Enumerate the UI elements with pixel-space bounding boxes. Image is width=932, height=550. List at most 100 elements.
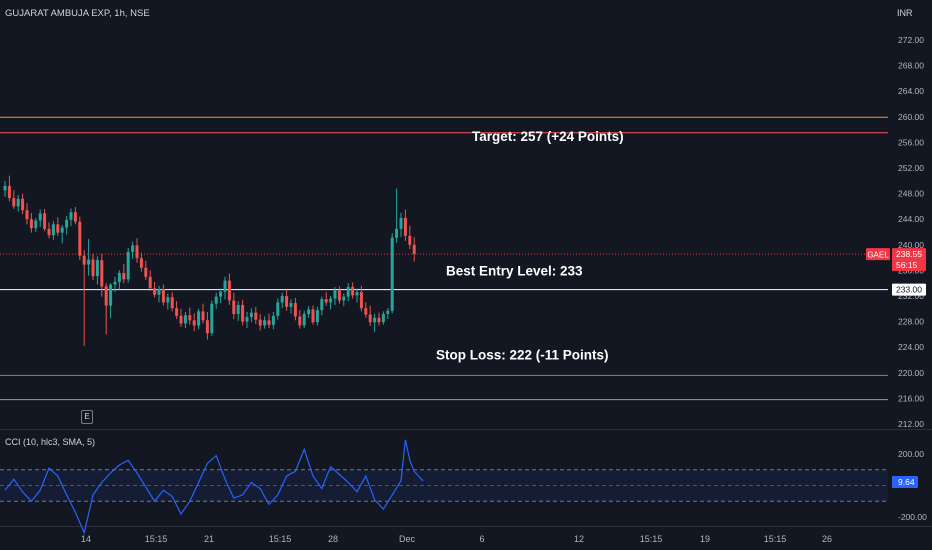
candle[interactable] [337, 286, 341, 304]
candle[interactable] [43, 208, 47, 232]
candle[interactable] [139, 252, 143, 272]
candle[interactable] [104, 283, 108, 335]
cci-line[interactable] [4, 439, 424, 535]
candle[interactable] [126, 248, 130, 283]
candle[interactable] [210, 300, 214, 336]
symbol-title[interactable]: GUJARAT AMBUJA EXP, 1h, NSE [5, 8, 150, 19]
candle[interactable] [263, 316, 267, 329]
candle[interactable] [381, 311, 385, 325]
candle[interactable] [34, 217, 38, 232]
candle[interactable] [148, 270, 152, 291]
candle[interactable] [91, 253, 95, 280]
candle[interactable] [333, 287, 337, 305]
candle[interactable] [364, 302, 368, 318]
candle[interactable] [51, 221, 55, 240]
candle[interactable] [100, 253, 104, 297]
candle[interactable] [131, 241, 135, 259]
candle[interactable] [346, 283, 350, 302]
candle[interactable] [377, 312, 381, 326]
candle[interactable] [320, 296, 324, 316]
candle[interactable] [95, 256, 99, 285]
candle[interactable] [241, 299, 245, 326]
candle[interactable] [351, 282, 355, 299]
candle[interactable] [7, 175, 11, 202]
candle[interactable] [65, 216, 69, 235]
candle[interactable] [412, 237, 416, 262]
candle[interactable] [175, 301, 179, 320]
candle[interactable] [3, 180, 7, 197]
candle[interactable] [258, 313, 262, 331]
candle[interactable] [179, 308, 183, 327]
candle[interactable] [82, 249, 86, 346]
candle[interactable] [135, 238, 139, 263]
candle[interactable] [232, 292, 236, 320]
candle[interactable] [29, 212, 33, 233]
candle[interactable] [368, 305, 372, 327]
candle[interactable] [192, 313, 196, 332]
candle[interactable] [271, 312, 275, 330]
candle[interactable] [307, 306, 311, 318]
candle[interactable] [205, 312, 209, 340]
candle[interactable] [324, 292, 328, 306]
stop-annotation[interactable]: Stop Loss: 222 (-11 Points) [436, 347, 609, 362]
candle[interactable] [166, 293, 170, 310]
cci-value-tag[interactable] [892, 475, 918, 488]
candle[interactable] [122, 264, 126, 284]
candle[interactable] [214, 292, 218, 309]
symbol-tag[interactable] [866, 248, 890, 261]
candle[interactable] [254, 306, 258, 325]
last-price-tag[interactable] [892, 248, 926, 272]
candle[interactable] [197, 308, 201, 330]
candle[interactable] [236, 301, 240, 321]
candle[interactable] [73, 207, 77, 225]
earnings-event-marker[interactable]: E [81, 410, 93, 424]
candle[interactable] [289, 299, 293, 314]
candle[interactable] [227, 273, 231, 305]
candle[interactable] [109, 283, 113, 319]
candle[interactable] [56, 217, 60, 236]
candle[interactable] [359, 285, 363, 312]
candle[interactable] [188, 307, 192, 325]
candle[interactable] [280, 292, 284, 309]
candle[interactable] [60, 224, 64, 244]
candle[interactable] [87, 239, 91, 276]
candle[interactable] [399, 212, 403, 238]
candle[interactable] [285, 289, 289, 311]
candle[interactable] [12, 190, 16, 209]
candle[interactable] [183, 312, 187, 328]
candle[interactable] [201, 303, 205, 324]
candle[interactable] [386, 308, 390, 320]
candle[interactable] [161, 284, 165, 306]
candle[interactable] [38, 209, 42, 227]
candle[interactable] [78, 216, 82, 261]
candle[interactable] [373, 313, 377, 332]
candle[interactable] [276, 298, 280, 320]
entry-annotation[interactable]: Best Entry Level: 233 [446, 264, 583, 279]
candle[interactable] [311, 305, 315, 325]
candle[interactable] [293, 297, 297, 321]
candle[interactable] [223, 276, 227, 300]
candle[interactable] [408, 225, 412, 250]
target-annotation[interactable]: Target: 257 (+24 Points) [472, 129, 624, 144]
candle[interactable] [390, 233, 394, 314]
candle[interactable] [144, 260, 148, 280]
candle[interactable] [16, 194, 20, 212]
candle[interactable] [342, 293, 346, 307]
candle[interactable] [21, 193, 25, 215]
cci-indicator-title[interactable]: CCI (10, hlc3, SMA, 5) [5, 437, 96, 447]
candle[interactable] [117, 270, 121, 290]
candle[interactable] [267, 313, 271, 328]
candle[interactable] [69, 208, 73, 227]
candle[interactable] [25, 203, 29, 225]
candle[interactable] [329, 296, 333, 310]
candle[interactable] [315, 306, 319, 326]
candle[interactable] [298, 310, 302, 329]
entry-price-tag[interactable] [892, 283, 926, 296]
candle[interactable] [113, 276, 117, 293]
candle[interactable] [249, 308, 253, 323]
candle[interactable] [157, 285, 161, 303]
candle[interactable] [395, 188, 399, 243]
candle[interactable] [355, 288, 359, 303]
